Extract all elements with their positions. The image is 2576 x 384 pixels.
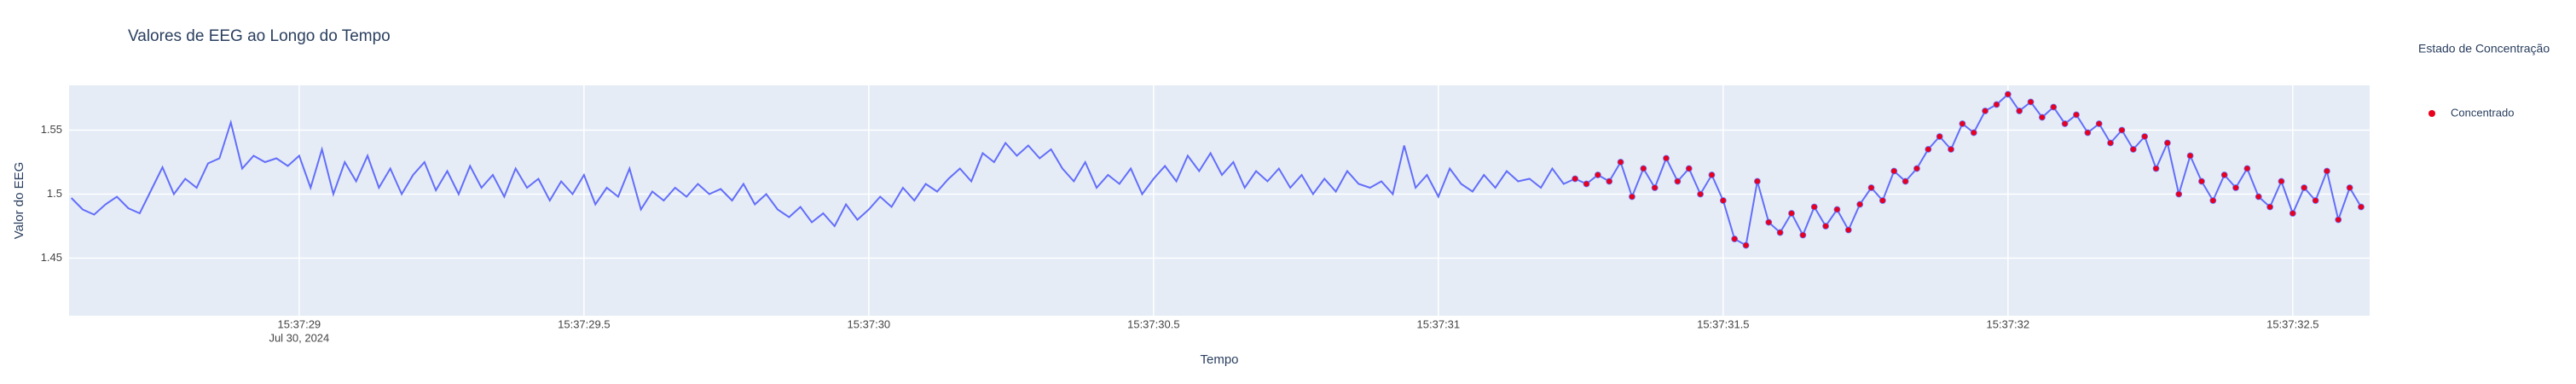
marker (1788, 210, 1795, 217)
marker (2289, 210, 2296, 217)
marker (2255, 193, 2262, 201)
marker (2118, 126, 2126, 134)
chart-title: Valores de EEG ao Longo do Tempo (128, 27, 391, 45)
y-axis-title: Valor do EEG (12, 162, 26, 240)
marker (2152, 165, 2160, 172)
marker (2084, 129, 2092, 137)
y-tick-label: 1.45 (41, 251, 62, 264)
marker (1913, 165, 1920, 172)
marker (2095, 120, 2103, 127)
x-tick-label: 15:37:31 (1417, 317, 1461, 330)
marker (1982, 108, 1989, 114)
marker (2061, 120, 2069, 127)
marker (2335, 216, 2342, 224)
marker (1959, 120, 1966, 127)
marker (1606, 177, 1613, 185)
marker (2050, 103, 2058, 111)
marker (1765, 218, 1773, 226)
x-tick-label: 15:37:30.5 (1127, 317, 1179, 330)
marker (1572, 175, 1579, 183)
marker (1617, 159, 1624, 166)
marker (2198, 177, 2205, 185)
x-tick-label: 15:37:29 (278, 317, 321, 330)
marker (1742, 241, 1750, 249)
marker (1867, 184, 1875, 191)
marker (1856, 201, 1864, 208)
marker (1925, 146, 1932, 153)
marker (1663, 154, 1670, 162)
legend-title: Estado de Concentração (2418, 42, 2550, 55)
marker (2243, 165, 2251, 172)
marker (2324, 167, 2330, 175)
marker (2039, 113, 2046, 121)
marker (2220, 172, 2228, 178)
marker (2141, 133, 2149, 140)
marker (1629, 193, 1635, 201)
marker (1970, 129, 1977, 137)
marker (1844, 226, 1852, 234)
marker (2027, 98, 2035, 106)
marker (1902, 177, 1909, 185)
marker (2278, 177, 2285, 185)
marker (2312, 197, 2319, 204)
marker (2175, 190, 2183, 198)
marker (2163, 139, 2171, 147)
plot-background (69, 85, 2370, 316)
marker (1708, 172, 1716, 178)
marker (1810, 203, 1818, 211)
y-tick-label: 1.5 (47, 187, 62, 200)
marker (1936, 133, 1943, 140)
marker (1776, 229, 1784, 236)
x-tick-label: 15:37:32 (1987, 317, 2030, 330)
marker (2232, 184, 2239, 191)
grid (69, 85, 2370, 316)
marker (1674, 177, 1682, 185)
x-tick-label: 15:37:31.5 (1697, 317, 1749, 330)
marker (2016, 108, 2023, 114)
marker (1685, 165, 1693, 172)
eeg-line (70, 92, 2362, 247)
marker (1640, 165, 1647, 172)
marker (1948, 146, 1954, 153)
marker (1583, 180, 1590, 188)
marker (2209, 197, 2217, 204)
marker (2004, 90, 2012, 98)
legend-label: Concentrado (2451, 106, 2514, 119)
y-tick-label: 1.55 (41, 123, 62, 136)
marker (1697, 190, 1705, 198)
marker (1594, 172, 1601, 178)
marker (1833, 206, 1841, 213)
x-tick-label: 15:37:29.5 (558, 317, 610, 330)
marker (1878, 197, 1886, 204)
marker (1651, 184, 1658, 191)
marker (1993, 101, 2000, 108)
marker (2346, 184, 2353, 191)
x-tick-date: Jul 30, 2024 (269, 331, 329, 344)
marker (1822, 223, 1829, 230)
marker (2073, 111, 2080, 119)
marker (1799, 231, 1807, 239)
marker (2301, 184, 2308, 191)
marker (2107, 139, 2114, 147)
x-tick-label: 15:37:32.5 (2266, 317, 2318, 330)
marker (1719, 197, 1727, 204)
marker (1754, 177, 1761, 185)
marker (1731, 236, 1739, 242)
marker (2358, 203, 2365, 211)
marker (1890, 167, 1898, 175)
x-tick-label: 15:37:30 (848, 317, 891, 330)
marker (2266, 203, 2274, 211)
marker (2186, 152, 2194, 160)
marker (2129, 146, 2137, 153)
x-axis-title: Tempo (1200, 352, 1238, 367)
legend-marker (2428, 110, 2435, 117)
